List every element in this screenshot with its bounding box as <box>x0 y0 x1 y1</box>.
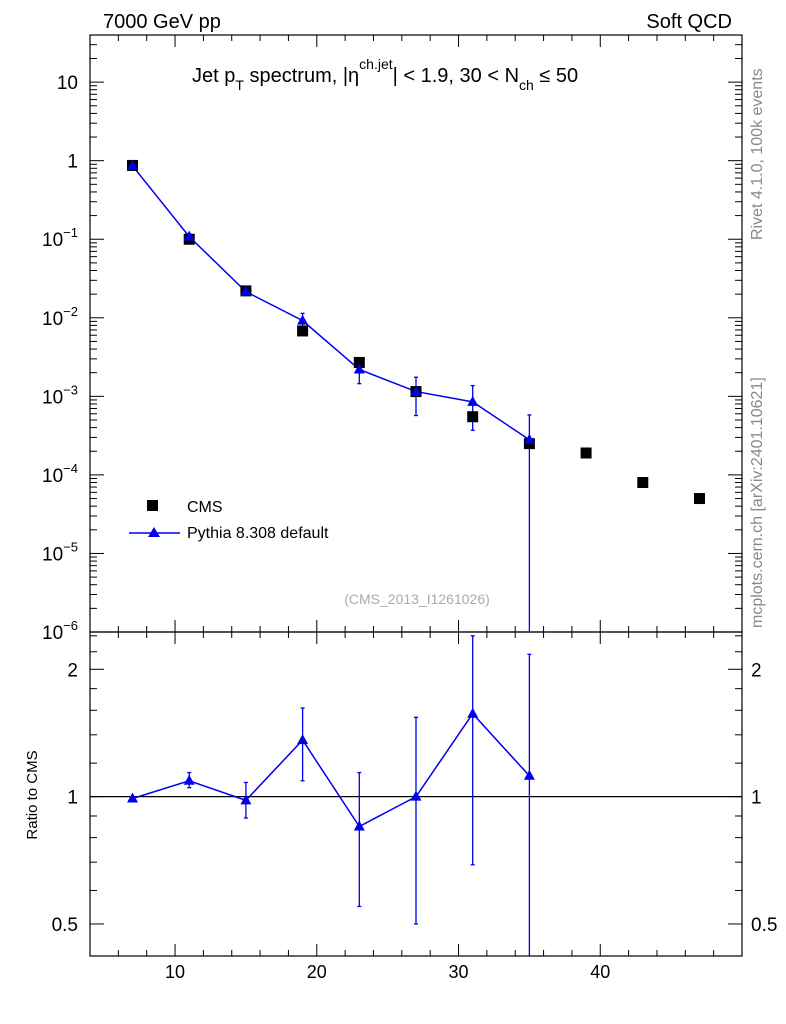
ratio-y-label: Ratio to CMS <box>24 750 41 839</box>
y-tick-label: 10−2 <box>42 304 78 330</box>
y-tick-exponent: −3 <box>63 382 78 397</box>
x-tick-label: 10 <box>165 962 185 982</box>
mcplots-label: mcplots.cern.ch [arXiv:2401.10621] <box>749 377 766 628</box>
ratio-y-tick-label: 1 <box>67 788 78 809</box>
mc-data-point <box>467 395 479 406</box>
mc-line <box>131 165 530 441</box>
y-tick-base: 10 <box>42 387 63 408</box>
y-tick-exponent: −4 <box>63 461 78 476</box>
y-tick-exponent: −6 <box>63 618 78 633</box>
ratio-y-tick-label-right: 0.5 <box>751 915 777 936</box>
main-plot-marks <box>127 159 705 632</box>
y-tick-base: 10 <box>42 230 63 251</box>
analysis-label: (CMS_2013_I1261026) <box>344 591 490 607</box>
y-tick-label: 10−6 <box>42 618 78 644</box>
ratio-data-point <box>410 790 422 801</box>
legend-cms-marker <box>147 500 158 511</box>
ratio-plot-frame <box>89 631 743 957</box>
y-tick-label: 10−4 <box>42 461 78 487</box>
y-tick-label: 10−5 <box>42 539 78 565</box>
x-tick-label: 40 <box>590 962 610 982</box>
y-tick-base: 10 <box>42 466 63 487</box>
title-part-4: ≤ 50 <box>534 65 578 87</box>
y-tick-label: 10−1 <box>42 225 78 251</box>
mc-data-point <box>353 363 365 374</box>
ratio-data-point <box>183 774 195 785</box>
mc-data-point <box>410 385 422 396</box>
y-tick-label: 1 <box>67 152 78 173</box>
y-tick-exponent: −5 <box>63 539 78 554</box>
mc-data-point <box>127 159 139 170</box>
cms-data-point <box>297 325 309 337</box>
ratio-data-point <box>467 707 479 718</box>
ratio-data-point <box>523 769 535 780</box>
cms-data-point <box>353 356 365 368</box>
title-part-2: spectrum, |η <box>244 65 359 87</box>
cms-data-point <box>580 447 592 459</box>
y-tick-label: 10 <box>57 73 78 94</box>
ratio-data-point <box>297 734 309 745</box>
ratio-line <box>132 712 530 828</box>
cms-data-point <box>637 477 649 489</box>
mc-data-point <box>183 230 195 241</box>
mc-data-point <box>297 314 309 325</box>
y-tick-label: 10−3 <box>42 382 78 408</box>
y-tick-exponent: −1 <box>63 225 78 240</box>
title-part-2-sup: ch.jet <box>359 56 393 72</box>
ratio-data-point <box>353 820 365 831</box>
legend: CMS Pythia 8.308 default <box>129 499 329 542</box>
ratio-plot-marks <box>90 635 742 956</box>
x-tick-label: 30 <box>449 962 469 982</box>
title-part-1-sub: T <box>235 77 244 93</box>
ratio-y-tick-label: 2 <box>67 660 78 681</box>
category-label: Soft QCD <box>646 11 732 33</box>
ratio-data-point <box>127 792 139 803</box>
legend-cms-label: CMS <box>187 499 223 516</box>
ratio-axes: 10 20 30 40 2 2 1 1 0.5 0.5 <box>52 632 777 982</box>
x-tick-label: 20 <box>307 962 327 982</box>
mc-data-point <box>523 433 535 444</box>
ratio-y-tick-label: 0.5 <box>52 915 78 936</box>
y-tick-exponent: −2 <box>63 304 78 319</box>
main-plot-frame <box>89 34 743 633</box>
legend-mc-marker <box>148 527 160 537</box>
chart-title: Jet pT spectrum, |ηch.jet| < 1.9, 30 < N… <box>192 56 578 93</box>
ratio-data-point <box>240 794 252 805</box>
cms-data-point <box>467 411 479 423</box>
ratio-y-tick-label-right: 1 <box>751 788 762 809</box>
legend-mc-label: Pythia 8.308 default <box>187 525 329 542</box>
energy-label: 7000 GeV pp <box>103 11 221 33</box>
title-part-1: Jet p <box>192 65 235 87</box>
y-tick-base: 10 <box>42 309 63 330</box>
ratio-y-tick-label-right: 2 <box>751 660 762 681</box>
title-part-3: | < 1.9, 30 < N <box>393 65 519 87</box>
rivet-label: Rivet 4.1.0, 100k events <box>749 68 766 240</box>
y-tick-base: 10 <box>42 544 63 565</box>
title-part-3-sub: ch <box>519 77 534 93</box>
y-tick-base: 10 <box>42 623 63 644</box>
mc-data-point <box>240 285 252 296</box>
cms-data-point <box>693 493 705 505</box>
